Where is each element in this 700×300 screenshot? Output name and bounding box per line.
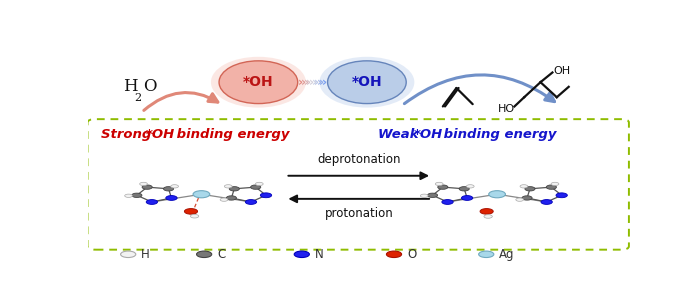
Circle shape	[522, 196, 532, 200]
Circle shape	[551, 182, 559, 186]
Text: *OH: *OH	[414, 128, 443, 141]
Circle shape	[164, 187, 174, 191]
Text: ›: ›	[314, 76, 319, 89]
Text: ›: ›	[301, 76, 306, 89]
Circle shape	[140, 182, 148, 186]
Circle shape	[489, 191, 505, 198]
Text: binding energy: binding energy	[439, 128, 556, 141]
Circle shape	[132, 193, 142, 197]
Circle shape	[225, 185, 232, 188]
Text: ›: ›	[322, 76, 327, 89]
Circle shape	[525, 187, 535, 191]
Ellipse shape	[328, 61, 406, 104]
Text: 2: 2	[134, 93, 142, 103]
Circle shape	[480, 208, 494, 214]
Circle shape	[541, 200, 552, 204]
Text: ›: ›	[312, 76, 316, 89]
Circle shape	[294, 251, 309, 257]
Circle shape	[125, 194, 132, 197]
Text: C: C	[217, 248, 225, 261]
Ellipse shape	[211, 57, 306, 108]
Circle shape	[260, 193, 272, 198]
Circle shape	[520, 185, 528, 188]
Circle shape	[220, 198, 228, 201]
Text: protonation: protonation	[324, 207, 393, 220]
Text: H: H	[122, 78, 137, 95]
Text: ›: ›	[319, 76, 325, 89]
Circle shape	[245, 200, 257, 204]
Circle shape	[420, 194, 428, 197]
Circle shape	[193, 191, 210, 198]
Circle shape	[435, 182, 443, 186]
Ellipse shape	[219, 61, 298, 104]
Text: ›: ›	[303, 76, 309, 89]
Text: ›: ›	[298, 76, 303, 89]
Text: ›: ›	[306, 76, 312, 89]
Text: *OH: *OH	[146, 128, 175, 141]
Text: *OH: *OH	[243, 75, 274, 89]
Text: H: H	[141, 248, 150, 261]
Circle shape	[442, 200, 453, 204]
Circle shape	[546, 185, 556, 189]
Circle shape	[479, 251, 493, 257]
Text: Ag: Ag	[499, 248, 514, 261]
Text: ›: ›	[316, 76, 322, 89]
Circle shape	[120, 251, 136, 257]
Text: OH: OH	[554, 66, 570, 76]
Text: binding energy: binding energy	[172, 128, 289, 141]
Circle shape	[466, 185, 474, 188]
Text: ›: ›	[309, 76, 314, 89]
Text: *OH: *OH	[351, 75, 382, 89]
Circle shape	[461, 196, 472, 200]
Circle shape	[142, 185, 152, 189]
Text: HO: HO	[498, 104, 515, 114]
Circle shape	[229, 187, 239, 191]
Circle shape	[428, 193, 438, 197]
Circle shape	[166, 196, 177, 200]
Circle shape	[146, 200, 158, 204]
Circle shape	[190, 214, 199, 218]
Text: Strong: Strong	[101, 128, 156, 141]
Circle shape	[438, 185, 448, 189]
Text: O: O	[407, 248, 416, 261]
Circle shape	[197, 251, 211, 257]
Circle shape	[386, 251, 402, 257]
Text: deprotonation: deprotonation	[317, 153, 400, 166]
Text: Weak: Weak	[378, 128, 423, 141]
Circle shape	[251, 185, 261, 189]
Circle shape	[516, 198, 524, 201]
Text: O: O	[144, 78, 157, 95]
Circle shape	[171, 185, 178, 188]
Circle shape	[256, 182, 263, 186]
Ellipse shape	[319, 57, 414, 108]
Circle shape	[184, 208, 197, 214]
Circle shape	[459, 187, 469, 191]
Circle shape	[226, 196, 237, 200]
Text: N: N	[315, 248, 323, 261]
Circle shape	[556, 193, 567, 198]
Circle shape	[484, 215, 492, 218]
